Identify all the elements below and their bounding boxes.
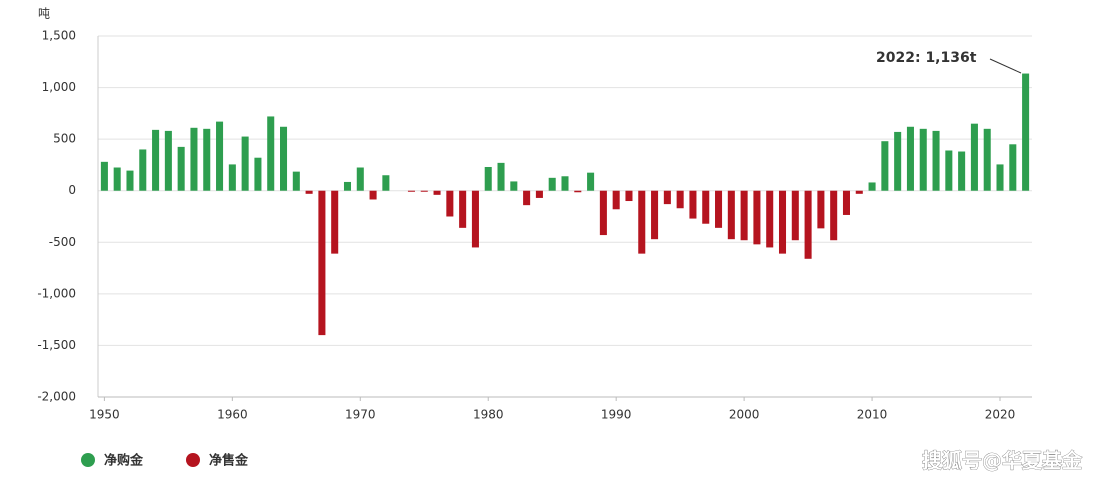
bar xyxy=(715,190,723,228)
bar xyxy=(331,190,339,254)
bar xyxy=(369,190,377,200)
bar xyxy=(804,190,812,259)
bar xyxy=(612,190,620,210)
annotation-leader xyxy=(989,58,1022,74)
bar xyxy=(599,190,607,236)
bar xyxy=(535,190,543,198)
y-tick-label: 500 xyxy=(53,132,76,146)
bar xyxy=(459,190,467,228)
bar xyxy=(216,121,224,191)
legend-swatch xyxy=(186,453,200,467)
bar xyxy=(241,136,249,191)
y-tick-label: 0 xyxy=(68,183,76,197)
bar xyxy=(1009,144,1017,191)
bar xyxy=(280,126,288,191)
bar xyxy=(190,127,198,191)
bar xyxy=(139,149,147,191)
bar xyxy=(778,190,787,254)
x-tick-label: 1990 xyxy=(601,408,632,422)
bar xyxy=(970,123,978,191)
bar xyxy=(587,172,595,191)
y-tick-label: -1,500 xyxy=(37,338,76,352)
bar xyxy=(983,128,991,191)
bar xyxy=(958,151,966,191)
bar xyxy=(318,190,326,336)
bar xyxy=(842,190,850,215)
bar xyxy=(1022,73,1030,191)
bar xyxy=(945,150,953,191)
bar xyxy=(932,130,940,191)
y-tick-label: -500 xyxy=(49,235,76,249)
bar xyxy=(152,129,160,191)
bar xyxy=(100,161,108,191)
x-tick-label: 1950 xyxy=(89,408,120,422)
bar xyxy=(906,126,914,191)
bar xyxy=(407,190,415,192)
bar xyxy=(689,190,697,219)
bar xyxy=(625,190,633,202)
bar xyxy=(894,131,902,191)
bar xyxy=(676,190,684,209)
bar xyxy=(868,182,876,191)
bar xyxy=(523,190,531,206)
watermark: 搜狐号@华夏基金 xyxy=(922,449,1083,473)
bar xyxy=(638,190,646,254)
bar xyxy=(740,190,748,241)
bar xyxy=(254,157,262,191)
bar xyxy=(343,181,352,191)
bar xyxy=(203,128,211,191)
y-tick-label: -2,000 xyxy=(37,390,76,404)
bar xyxy=(446,190,454,217)
bar xyxy=(356,167,364,191)
bar xyxy=(830,190,838,241)
bar xyxy=(574,190,582,193)
x-tick-label: 2020 xyxy=(985,408,1016,422)
bar xyxy=(651,190,659,240)
bar xyxy=(471,190,479,248)
bar xyxy=(919,128,927,191)
x-tick-label: 1960 xyxy=(217,408,248,422)
bar xyxy=(663,190,671,205)
bar xyxy=(510,181,518,191)
bar xyxy=(292,171,300,191)
bar xyxy=(433,190,441,195)
annotation: 2022: 1,136t xyxy=(876,50,977,66)
x-tick-label: 1970 xyxy=(345,408,376,422)
legend-swatch xyxy=(81,453,95,467)
bar xyxy=(484,166,492,191)
legend-label: 净购金 xyxy=(104,453,144,469)
bar xyxy=(177,146,185,191)
bar xyxy=(497,162,505,191)
bar xyxy=(766,190,774,248)
bar xyxy=(420,190,428,192)
legend-label: 净售金 xyxy=(209,453,249,469)
bar xyxy=(548,177,556,191)
bar xyxy=(164,130,172,191)
bar xyxy=(228,164,236,191)
y-tick-label: 1,000 xyxy=(42,80,76,94)
y-axis-label: 吨 xyxy=(38,7,50,21)
bar xyxy=(881,141,889,191)
x-tick-label: 2010 xyxy=(857,408,888,422)
x-tick-label: 1980 xyxy=(473,408,504,422)
y-tick-label: 1,500 xyxy=(42,29,76,43)
bar xyxy=(113,167,121,191)
bar xyxy=(382,175,390,191)
bar xyxy=(305,190,313,194)
bar xyxy=(791,190,799,241)
y-tick-label: -1,000 xyxy=(37,286,76,300)
bar xyxy=(727,190,735,240)
bar xyxy=(753,190,761,245)
bar xyxy=(702,190,710,224)
bar xyxy=(126,170,134,191)
bar xyxy=(817,190,825,229)
bar xyxy=(267,116,275,191)
bar xyxy=(996,164,1004,191)
bar xyxy=(855,190,863,194)
x-tick-label: 2000 xyxy=(729,408,760,422)
bar xyxy=(561,176,569,191)
